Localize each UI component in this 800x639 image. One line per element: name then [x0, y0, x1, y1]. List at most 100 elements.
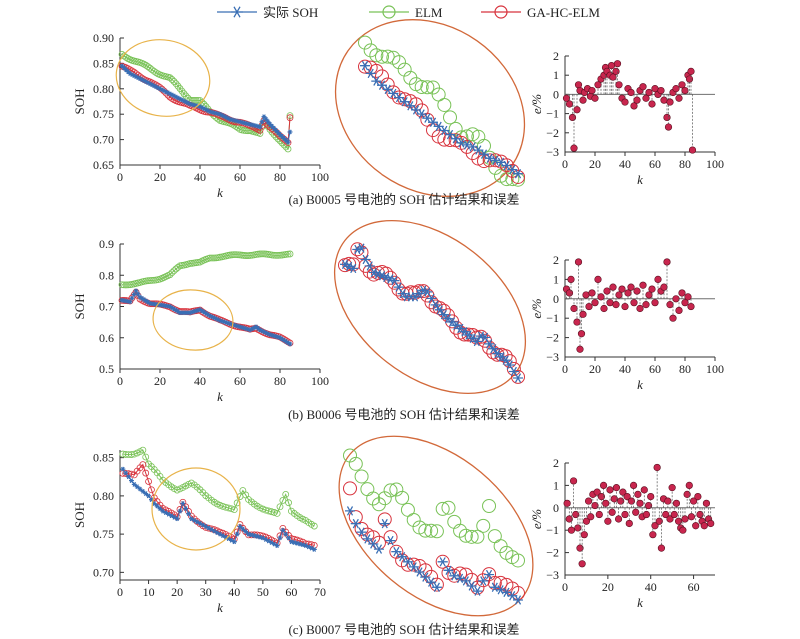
point-elm [270, 509, 278, 516]
error-point [640, 486, 648, 494]
error-point [621, 98, 629, 106]
point-actual [129, 295, 135, 301]
zoom-point-actual [456, 138, 467, 148]
zoom-point-elm [447, 514, 462, 529]
series-line-elm [122, 449, 315, 527]
error-point [619, 488, 627, 496]
zoom-point-actual [356, 243, 367, 253]
y-tick-label: 0.70 [93, 565, 114, 579]
zoom-point-elm [487, 529, 502, 544]
point-actual [207, 313, 213, 319]
zoom-point-elm [366, 491, 381, 506]
y-tick-label: 0.7 [99, 300, 114, 314]
error-point [669, 314, 677, 322]
y-tick-label: 0.9 [99, 237, 114, 251]
zoom-point-gahc [386, 85, 401, 100]
point-actual [283, 137, 289, 143]
zoom-point-gahc [473, 329, 488, 344]
zoom-point-elm [348, 456, 363, 471]
x-tick-label: 10 [143, 585, 155, 599]
error-point [612, 67, 620, 75]
error-point [666, 301, 674, 309]
error-point [647, 493, 655, 501]
zoom-point-actual [471, 336, 482, 347]
zoom-point-elm [453, 523, 468, 538]
error-point [597, 493, 606, 501]
zoom-series-actual [345, 506, 523, 605]
point-elm [152, 69, 160, 77]
point-actual [154, 503, 160, 509]
highlight-ellipse [151, 467, 241, 551]
zoom-detail-c [338, 435, 534, 617]
error-point [672, 499, 681, 507]
y-tick-label: −2 [546, 331, 559, 345]
zoom-point-elm [424, 523, 439, 538]
error-point [644, 501, 653, 510]
error-point [660, 96, 668, 104]
y-tick-label: 0.90 [93, 31, 114, 45]
error-point [670, 510, 678, 519]
zoom-point-actual [466, 581, 477, 591]
zoom-point-actual [408, 562, 419, 572]
point-elm [192, 96, 200, 104]
point-elm [142, 453, 150, 461]
point-actual [254, 534, 260, 539]
point-actual [126, 474, 131, 480]
point-actual [285, 139, 291, 145]
legend-label: ELM [415, 5, 443, 20]
error-point [567, 526, 576, 534]
point-actual [134, 484, 140, 490]
x-axis-label: k [217, 600, 223, 615]
zoom-point-elm [377, 491, 392, 506]
x-tick-label: 100 [706, 362, 724, 376]
error-point [563, 499, 571, 507]
point-actual [123, 470, 129, 476]
point-elm [139, 446, 147, 454]
error-point [591, 94, 599, 102]
x-axis-label: k [637, 172, 643, 187]
error-point [609, 283, 617, 291]
error-point [604, 517, 612, 525]
y-tick-label: −3 [546, 350, 559, 364]
point-actual [127, 299, 133, 305]
error-point [588, 289, 596, 297]
error-point [610, 495, 618, 503]
error-point [588, 86, 596, 95]
point-actual [146, 493, 151, 499]
error-point [599, 481, 608, 490]
error-point [687, 67, 695, 75]
zoom-point-actual [360, 61, 370, 71]
zoom-point-elm [477, 138, 491, 153]
zoom-point-elm [437, 97, 452, 112]
zoom-point-actual [484, 339, 495, 349]
error-plot-c: 0 20 40 60 −3 −2 −1 0 1 2 k e/% [529, 456, 715, 610]
zoom-point-elm [511, 553, 525, 568]
point-actual [246, 531, 251, 537]
error-point [607, 61, 616, 70]
point-actual [120, 466, 126, 472]
caption-b: (b) B0006 号电池的 SOH 估计结果和误差 [288, 407, 520, 422]
zoom-point-actual [513, 595, 523, 605]
error-point [642, 301, 650, 309]
zoom-point-elm [458, 528, 473, 543]
x-tick-label: 20 [154, 374, 166, 388]
row-b0005: 0 20 40 60 80 1000.650.700.750.800.850.90kSOH… [72, 19, 724, 200]
zoom-point-actual [345, 506, 355, 516]
error-point [633, 96, 641, 104]
zoom-point-elm [358, 35, 372, 50]
error-point [666, 515, 674, 523]
y-tick-label: 0.8 [99, 268, 114, 282]
y-tick-label: 0.70 [93, 133, 114, 147]
x-tick-label: 80 [274, 374, 286, 388]
zoom-series-gahc [338, 242, 525, 384]
y-tick-label: 2 [553, 49, 559, 63]
series-actual [119, 63, 293, 145]
zoom-series-elm [358, 35, 525, 187]
zoom-point-gahc [412, 284, 427, 299]
soh-plot-c: 0 10 20 30 40 50 60 70 0.70 0.75 0.80 0.85 k SOH [72, 446, 326, 615]
error-point [570, 304, 578, 313]
point-actual [231, 539, 237, 545]
zoom-point-actual [513, 169, 523, 179]
